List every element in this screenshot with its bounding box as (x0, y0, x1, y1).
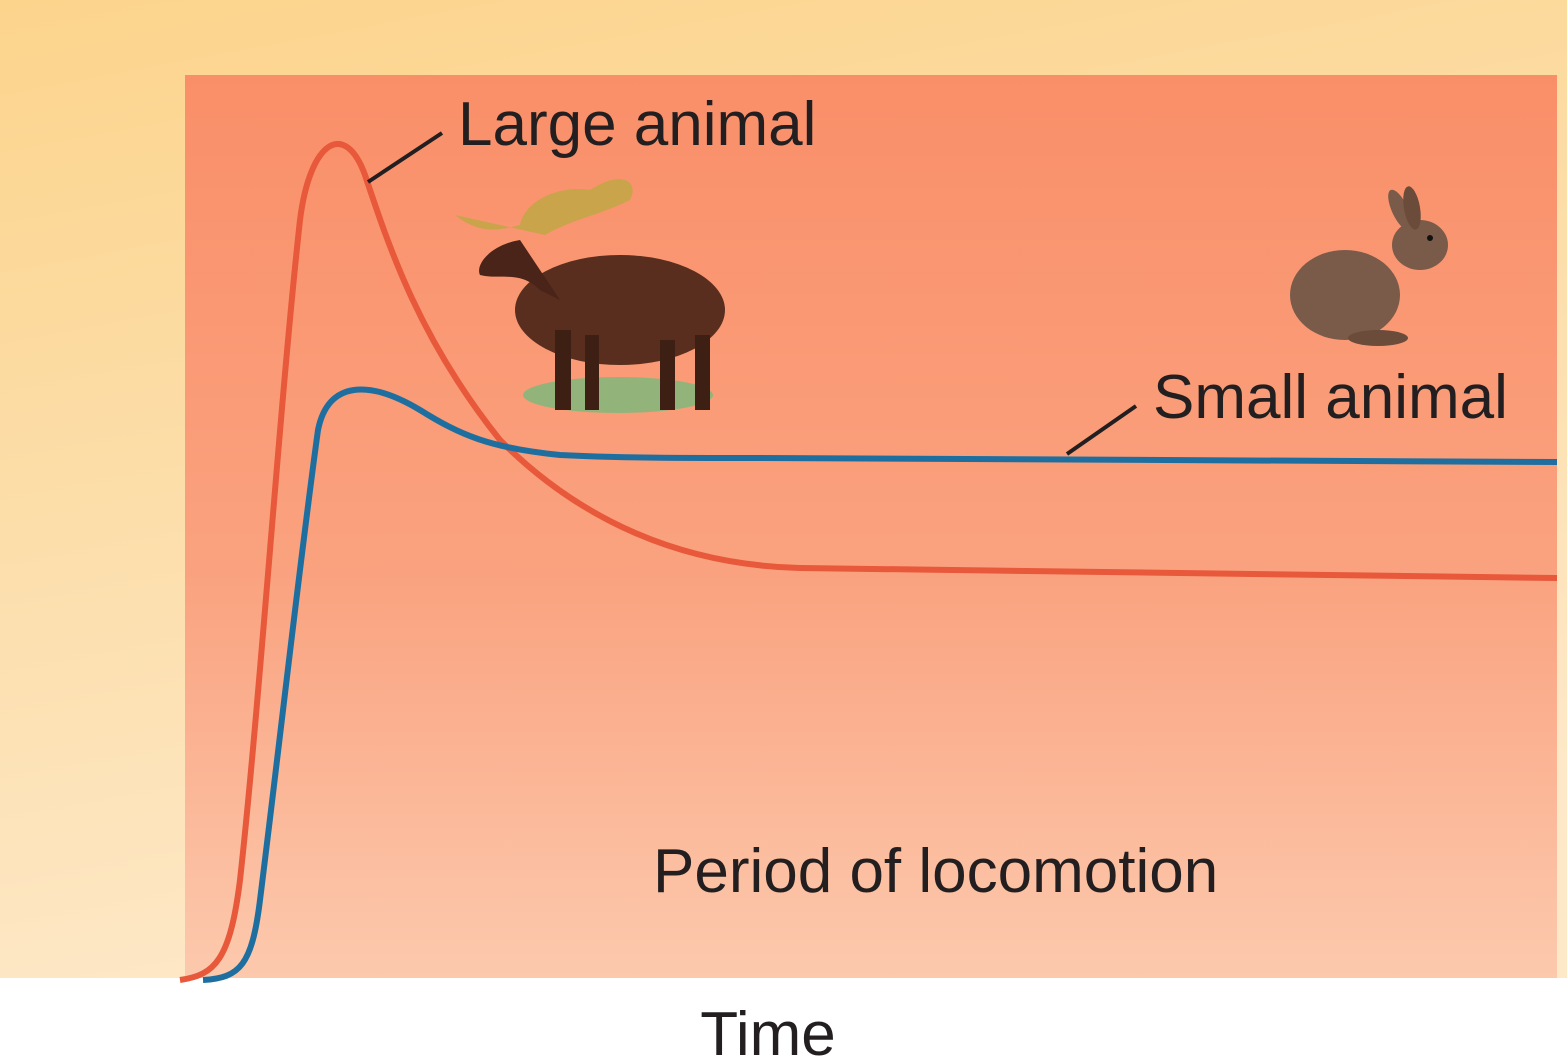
large-animal-label: Large animal (458, 90, 816, 159)
rabbit-illustration (1290, 186, 1448, 346)
small-animal-leader (1065, 404, 1138, 456)
large-animal-curve (179, 141, 1558, 983)
small-animal-label: Small animal (1153, 363, 1508, 432)
locomotion-region (185, 75, 1557, 978)
moose-illustration (455, 179, 725, 413)
period-label: Period of locomotion (653, 837, 1218, 906)
small-animal-curve (202, 386, 1558, 983)
x-axis-label: Time (700, 1000, 835, 1064)
large-animal-leader (366, 131, 444, 184)
